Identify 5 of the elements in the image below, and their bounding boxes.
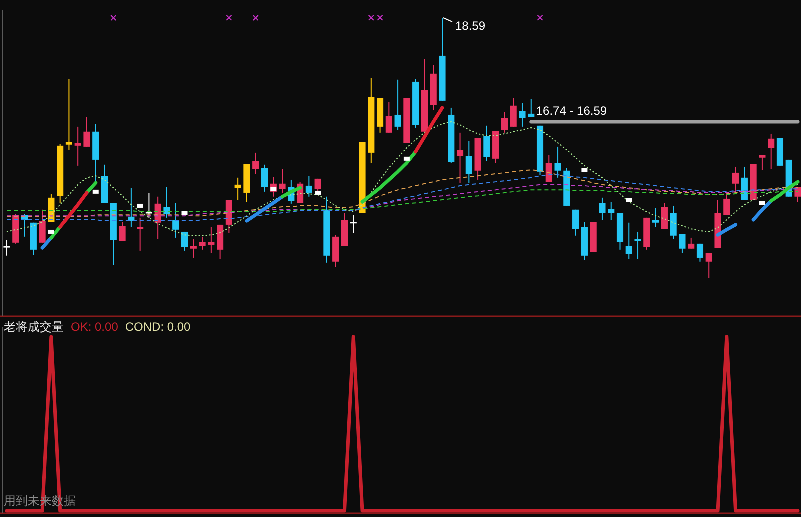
annotation: COND: 0.00 bbox=[125, 320, 191, 334]
legend: OK: 0.00 bbox=[71, 320, 118, 334]
title: 老将成交量 bbox=[4, 320, 64, 334]
series-name: 16.74 - 16.59 bbox=[536, 104, 608, 118]
annotation: 18.59 bbox=[456, 19, 486, 33]
